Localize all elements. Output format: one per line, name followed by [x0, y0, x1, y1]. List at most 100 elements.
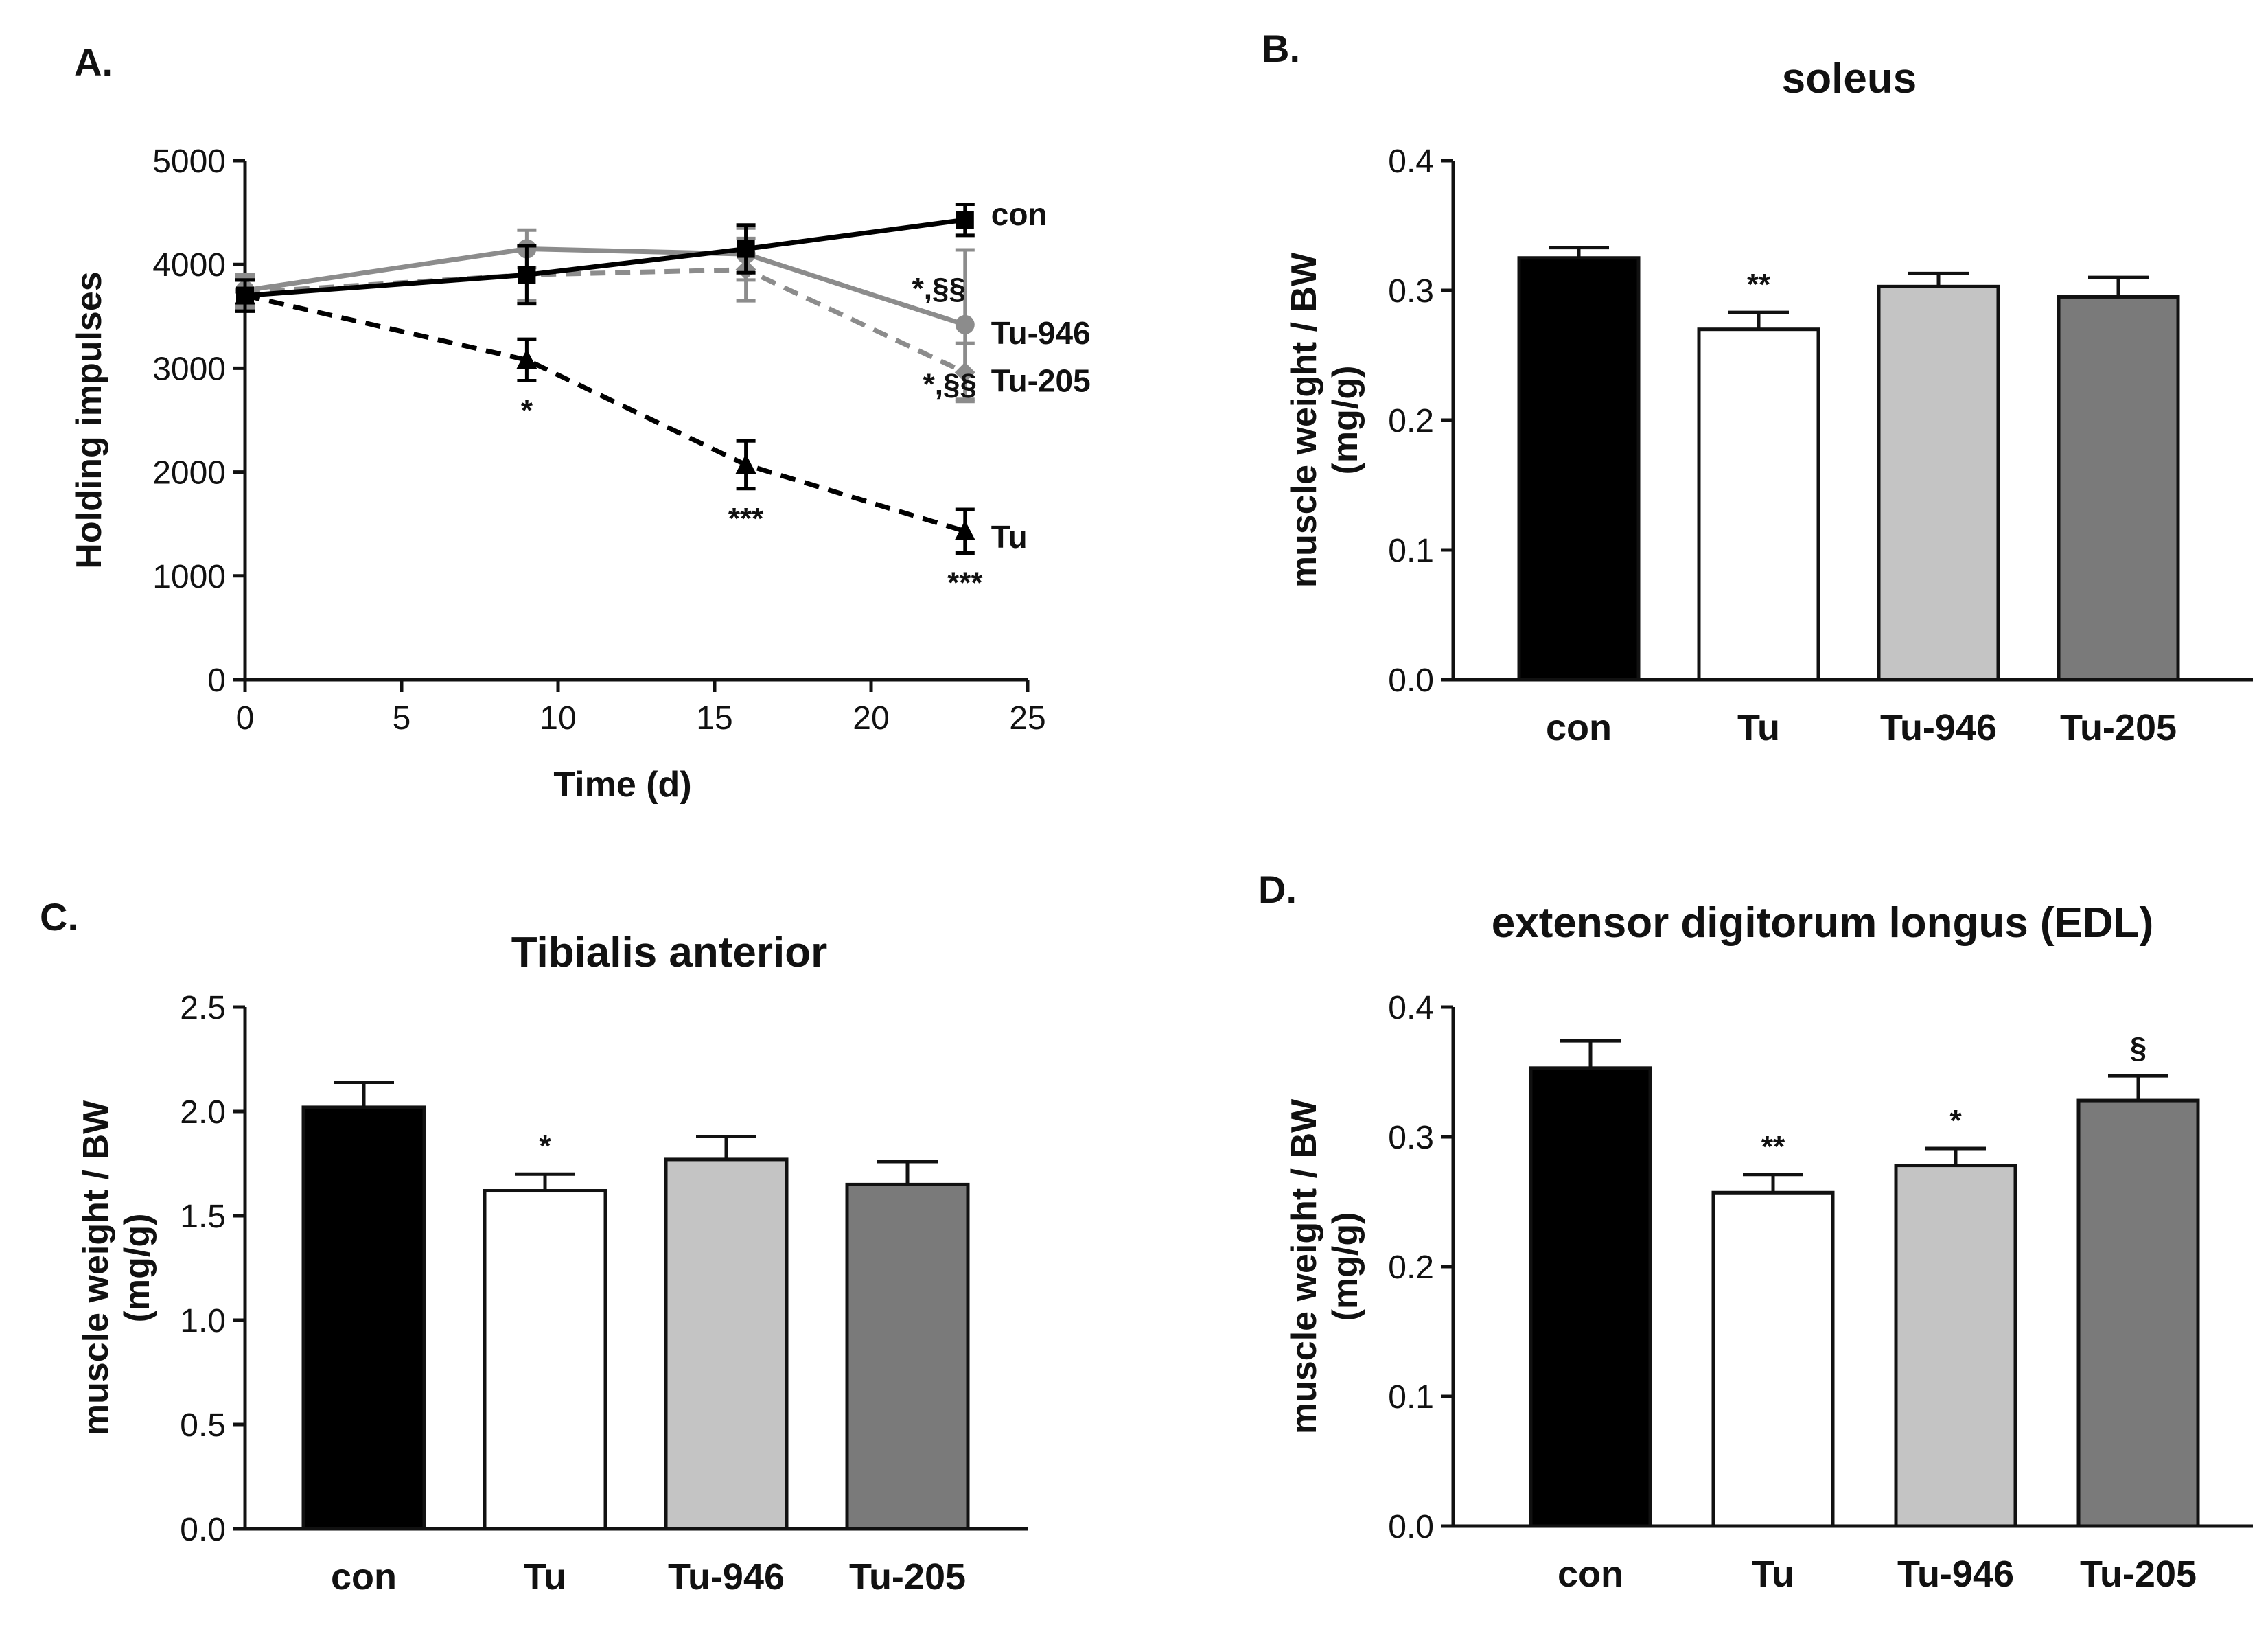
data-point: [518, 266, 536, 284]
series-line: [244, 246, 966, 327]
x-tick-label: 5: [393, 700, 411, 737]
y-tick-label: 1000: [152, 559, 226, 595]
significance-label: *: [539, 1129, 551, 1163]
significance-label: *: [521, 394, 533, 428]
y-tick-label: 1.5: [180, 1199, 226, 1235]
series-label: con: [991, 196, 1048, 232]
bar: [1711, 1190, 1835, 1528]
significance-label: **: [1761, 1130, 1785, 1164]
bar-group: con: [301, 1080, 426, 1597]
y-axis-label: Holding impulses: [69, 271, 109, 568]
data-point: [737, 240, 755, 258]
bar: [845, 1182, 970, 1531]
panel-d: D. extensor digitorum longus (EDL) 0.0 0.1 0…: [1258, 868, 2253, 1595]
y-tick-label: 0.4: [1388, 990, 1434, 1026]
significance-label: *,§§: [923, 367, 977, 401]
category-label: Tu-205: [2080, 1554, 2197, 1595]
y-tick-label: 0.3: [1388, 273, 1434, 310]
bar: [1697, 327, 1820, 682]
y-tick-label: 0.4: [1388, 143, 1434, 180]
significance-label: §: [2130, 1031, 2146, 1065]
category-label: Tu: [1737, 707, 1780, 748]
series-label: Tu-205: [991, 362, 1091, 398]
category-label: con: [331, 1556, 397, 1597]
panel-b: B. soleus 0.0 0.1 0.2 0.3 0.4 muscle weight / B…: [1262, 27, 2253, 748]
bar-group: Tu-946: [1877, 271, 2000, 748]
y-tick-label: 5000: [152, 143, 226, 180]
x-tick-label: 10: [540, 700, 576, 737]
data-point: [956, 211, 974, 229]
bar-group: Tu-946: [664, 1134, 789, 1597]
series-label: Tu: [991, 519, 1028, 555]
y-axis-label: muscle weight / BW: [1284, 252, 1324, 588]
category-label: Tu-205: [2060, 707, 2177, 748]
y-tick-label: 3000: [152, 351, 226, 387]
y-tick-label: 2000: [152, 455, 226, 492]
category-label: Tu-946: [668, 1556, 785, 1597]
y-tick-label: 1.0: [180, 1303, 226, 1339]
bar-group: Tu-205: [2057, 275, 2180, 748]
data-point: [954, 520, 975, 540]
category-label: Tu-946: [1880, 707, 1997, 748]
category-label: con: [1546, 707, 1612, 748]
y-tick-label: 0.0: [1388, 1509, 1434, 1545]
y-tick-label: 0.2: [1388, 1249, 1434, 1286]
y-axis-unit: (mg/g): [1326, 1212, 1365, 1322]
significance-label: **: [1747, 268, 1771, 301]
y-axis-label: muscle weight / BW: [76, 1100, 116, 1435]
bar: [2076, 1098, 2200, 1528]
bar-group: con: [1529, 1039, 1652, 1595]
data-point: [955, 314, 975, 334]
bar: [1877, 284, 2000, 682]
y-tick-label: 2.5: [180, 990, 226, 1026]
panel-a: A. 0 1000 2000 3000 4000 5000 0 5 10 15 20 25 Time (d…: [69, 41, 1091, 805]
data-point: [954, 362, 975, 383]
category-label: con: [1558, 1554, 1623, 1595]
series-label: Tu-946: [991, 315, 1091, 351]
bar-group: con: [1517, 246, 1641, 748]
y-tick-label: 0.1: [1388, 533, 1434, 569]
y-tick-label: 4000: [152, 247, 226, 284]
y-tick-label: 0.3: [1388, 1120, 1434, 1156]
x-tick-label: 25: [1009, 700, 1045, 737]
category-label: Tu-946: [1897, 1554, 2014, 1595]
y-tick-label: 2.0: [180, 1094, 226, 1131]
y-tick-label: 0.5: [180, 1407, 226, 1444]
y-tick-label: 0: [207, 662, 226, 699]
significance-label: ***: [947, 566, 983, 600]
bar: [1529, 1066, 1652, 1528]
y-axis-unit: (mg/g): [117, 1214, 157, 1323]
data-point: [735, 454, 756, 474]
category-label: Tu: [524, 1556, 566, 1597]
y-axis-label: muscle weight / BW: [1284, 1098, 1324, 1434]
panel-c: C. Tibialis anterior 0.0 0.5 1.0 1.5 2.0 2.5 mus…: [40, 895, 1028, 1597]
y-axis-unit: (mg/g): [1326, 366, 1365, 475]
x-tick-label: 15: [696, 700, 732, 737]
series-line: [244, 217, 966, 299]
x-tick-label: 20: [853, 700, 889, 737]
chart-title: Tibialis anterior: [511, 929, 828, 976]
y-tick-label: 0.2: [1388, 403, 1434, 439]
bar: [2057, 295, 2180, 682]
panel-letter: C.: [40, 895, 78, 938]
bar-group: Tu-205: [845, 1160, 970, 1597]
x-tick-label: 0: [236, 700, 255, 737]
significance-label: *,§§: [912, 272, 966, 305]
series-line: [244, 293, 966, 534]
bar-group: Tu *: [483, 1129, 608, 1597]
panel-letter: A.: [74, 41, 113, 84]
category-label: Tu: [1752, 1554, 1794, 1595]
y-tick-label: 0.1: [1388, 1379, 1434, 1416]
panel-letter: B.: [1262, 27, 1300, 70]
bar-group: Tu-205 §: [2076, 1031, 2200, 1595]
bar: [664, 1157, 789, 1531]
series-tu: *******Tu: [235, 278, 1028, 600]
data-point: [236, 286, 254, 305]
x-axis-label: Time (d): [553, 765, 691, 805]
bar: [1517, 256, 1641, 682]
panel-letter: D.: [1258, 868, 1297, 911]
significance-label: ***: [728, 502, 764, 535]
series-line: [244, 267, 967, 375]
y-tick-label: 0.0: [180, 1512, 226, 1548]
